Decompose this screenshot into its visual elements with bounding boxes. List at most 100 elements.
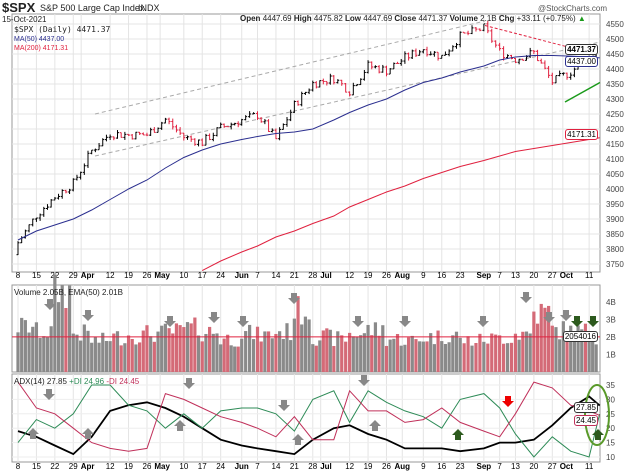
- volume-bar: [130, 338, 134, 372]
- volume-signal-arrow-down-icon: [44, 299, 56, 310]
- x-tick-label: 26: [382, 462, 391, 471]
- volume-bar: [145, 325, 149, 372]
- volume-bar: [97, 342, 101, 372]
- adx-tag: 27.85: [573, 402, 598, 413]
- volume-bar: [547, 305, 551, 372]
- x-tick-label: Jun: [235, 462, 249, 471]
- volume-bar: [569, 325, 573, 372]
- x-tick-label: 19: [124, 462, 133, 471]
- volume-bar: [244, 331, 248, 372]
- volume-bar: [344, 341, 348, 372]
- volume-bar: [167, 328, 171, 372]
- volume-bar: [219, 344, 223, 372]
- volume-signal-arrow-down-icon: [520, 292, 532, 303]
- volume-bar: [432, 344, 436, 372]
- volume-bar: [296, 296, 300, 372]
- adx-arrow-down-icon: [43, 389, 55, 400]
- volume-bar: [90, 342, 94, 372]
- volume-bar: [75, 334, 79, 372]
- volume-bar: [458, 337, 462, 372]
- volume-bar: [307, 319, 311, 372]
- minus-di-line: [17, 381, 600, 452]
- volume-bar: [521, 331, 525, 372]
- volume-bar: [101, 332, 105, 372]
- x-tick-label: 10: [179, 271, 188, 280]
- adx-tick-label: 25: [606, 410, 615, 419]
- x-tick-label: Apr: [81, 271, 95, 280]
- price-tick-label: 4200: [606, 125, 624, 134]
- volume-bar: [42, 336, 46, 372]
- volume-bar: [340, 335, 344, 372]
- volume-bar: [505, 343, 510, 372]
- volume-bar: [229, 345, 233, 372]
- volume-bar: [384, 345, 389, 372]
- x-tick-label: May: [154, 271, 170, 280]
- volume-bar: [251, 339, 256, 372]
- volume-bar: [259, 341, 263, 372]
- legend-ma50-text: MA(50) 4437.00: [14, 36, 65, 43]
- x-tick-label: Oct: [560, 462, 574, 471]
- x-tick-label: 12: [106, 462, 115, 471]
- volume-bar: [325, 328, 329, 372]
- adx-arrow-down-icon: [183, 378, 195, 389]
- volume-bar: [451, 335, 455, 372]
- volume-bar: [20, 317, 24, 372]
- volume-bar: [474, 343, 478, 372]
- volume-bar: [532, 311, 536, 372]
- adx-tick-label: 35: [606, 381, 615, 390]
- volume-tick-label: 3B: [606, 316, 616, 325]
- volume-bar: [543, 307, 547, 372]
- volume-bar: [71, 333, 75, 372]
- x-tick-label: 7: [255, 462, 260, 471]
- open-value: 4447.69: [262, 14, 292, 23]
- volume-bar: [373, 322, 378, 372]
- x-tick-label: 22: [50, 462, 59, 471]
- exchange: INDX: [138, 3, 160, 13]
- volume-bar: [399, 345, 403, 372]
- price-tick-label: 3750: [606, 260, 624, 269]
- ma200-line: [201, 137, 600, 272]
- x-tick-label: 24: [216, 462, 225, 471]
- volume-bar: [112, 333, 116, 372]
- volume-bar: [314, 345, 318, 372]
- volume-bar: [60, 285, 64, 372]
- x-tick-label: Jul: [320, 462, 332, 471]
- volume-bar: [311, 344, 315, 372]
- x-tick-label: 12: [106, 271, 115, 280]
- volume-signal-arrow-down-icon: [543, 312, 555, 323]
- volume-bar: [174, 323, 179, 372]
- x-tick-label: 7: [255, 271, 260, 280]
- volume-bar: [53, 274, 57, 372]
- volume-bar: [93, 336, 97, 372]
- price-tick-label: 4500: [606, 35, 624, 44]
- x-tick-label: 13: [511, 462, 520, 471]
- volume-bar: [403, 344, 407, 372]
- volume-bar: [554, 327, 558, 372]
- volume-bar: [123, 343, 127, 372]
- channel-upper: [94, 20, 486, 115]
- volume-bar: [587, 337, 591, 372]
- volume-signal-arrow-down-icon: [288, 293, 300, 304]
- volume-bar: [134, 344, 138, 372]
- x-tick-label: Oct: [560, 271, 574, 280]
- x-tick-label: 10: [179, 462, 188, 471]
- volume-bar: [502, 343, 506, 372]
- x-tick-label: 15: [32, 271, 41, 280]
- volume-bar: [171, 333, 175, 372]
- x-tick-label: 13: [511, 271, 520, 280]
- volume-bar: [392, 338, 396, 372]
- volume-bar: [351, 336, 355, 372]
- legend-price: $SPX (Daily) 4471.37: [14, 25, 111, 34]
- volume-bar: [49, 326, 53, 372]
- volume-bar: [362, 333, 366, 372]
- volume-bar: [355, 336, 359, 372]
- adx-arrow-up-icon: [82, 428, 94, 439]
- volume-bar: [289, 340, 293, 372]
- volume-bar: [149, 336, 153, 372]
- volume-bar: [31, 326, 35, 372]
- brand: @StockCharts.com: [538, 4, 608, 13]
- up-triangle-icon: ▲: [577, 14, 586, 23]
- x-tick-label: May: [154, 462, 170, 471]
- legend-pdi: +DI 24.96: [69, 377, 105, 386]
